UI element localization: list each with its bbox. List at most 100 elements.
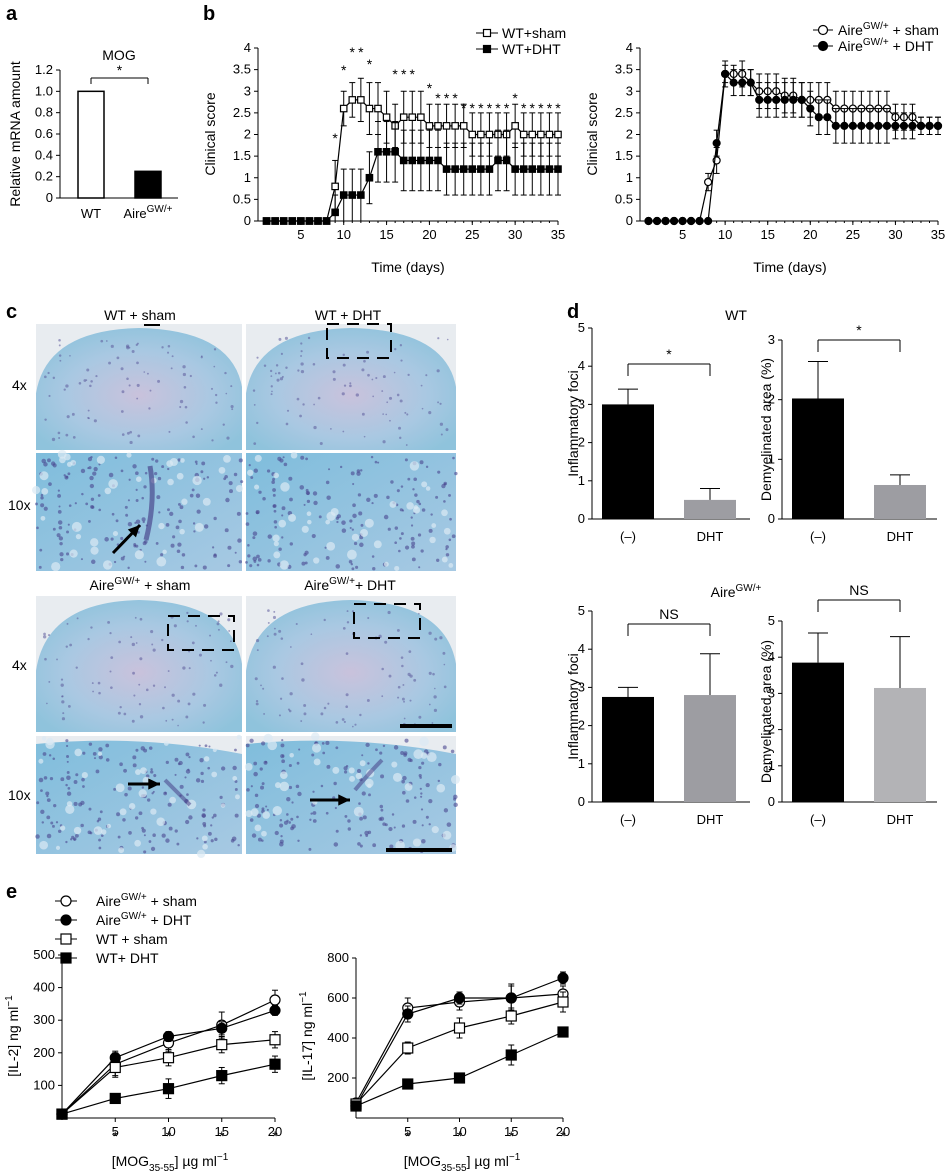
cell-nucleus: [62, 712, 65, 715]
vacuole: [70, 459, 77, 466]
cell-nucleus: [119, 705, 122, 709]
cell-nucleus: [252, 536, 256, 540]
vacuole: [136, 476, 142, 483]
arrow-icon: [111, 523, 142, 555]
cell-nucleus: [252, 531, 258, 536]
cell-nucleus: [219, 683, 223, 687]
cell-nucleus: [388, 826, 393, 832]
cell-nucleus: [400, 656, 404, 659]
cell-nucleus: [156, 495, 161, 500]
cell-nucleus: [274, 525, 277, 529]
cell-nucleus: [386, 495, 390, 500]
cell-nucleus: [371, 378, 374, 381]
cell-nucleus: [98, 747, 103, 752]
vacuole: [179, 528, 185, 535]
data-point: [557, 1026, 569, 1038]
cell-nucleus: [187, 702, 191, 706]
cell-nucleus: [45, 791, 50, 796]
data-point: [374, 104, 382, 113]
cell-nucleus: [203, 703, 207, 707]
y-tick-label: 0: [244, 213, 251, 228]
y-tick-label: 100: [33, 1077, 55, 1092]
cell-nucleus: [68, 504, 72, 507]
cell-nucleus: [339, 465, 343, 469]
cell-nucleus: [370, 455, 374, 459]
cell-nucleus: [323, 618, 326, 622]
cell-nucleus: [341, 520, 346, 525]
vacuole: [441, 556, 448, 563]
cell-nucleus: [74, 833, 79, 838]
sig-star: *: [478, 100, 484, 116]
data-point: [557, 972, 569, 984]
cell-nucleus: [87, 637, 90, 641]
cell-nucleus: [393, 745, 399, 750]
data-point: [505, 1010, 517, 1022]
cell-nucleus: [227, 545, 232, 550]
cell-nucleus: [63, 388, 66, 391]
sig-star: *: [117, 62, 123, 78]
cell-nucleus: [224, 528, 229, 533]
vacuole: [441, 509, 448, 517]
arrow-icon: [310, 794, 350, 806]
cell-nucleus: [443, 500, 446, 503]
cell-nucleus: [66, 791, 72, 796]
data-point: [857, 121, 866, 130]
vacuole: [263, 733, 273, 744]
vacuole: [279, 771, 288, 780]
data-point: [408, 113, 417, 122]
cell-nucleus: [272, 488, 276, 492]
cell-nucleus: [120, 469, 124, 473]
cell-nucleus: [319, 442, 323, 446]
cell-nucleus: [400, 750, 405, 755]
cell-nucleus: [58, 354, 62, 357]
mag-label-4x-bottom: 4x: [12, 657, 27, 673]
sig-star: *: [358, 44, 364, 60]
sig-star: *: [367, 56, 373, 72]
vacuole: [169, 457, 178, 467]
data-point: [704, 216, 713, 226]
y-tick-label: 3: [626, 83, 633, 98]
legend-marker: [817, 40, 829, 52]
cell-nucleus: [123, 555, 126, 558]
cell-nucleus: [98, 838, 101, 842]
cell-nucleus: [57, 509, 62, 514]
y-tick-label: 4: [768, 649, 775, 664]
vacuole: [443, 527, 451, 535]
cell-nucleus: [368, 793, 371, 797]
y-tick-label: 2: [578, 435, 585, 450]
cell-nucleus: [81, 777, 85, 782]
cell-nucleus: [198, 744, 201, 747]
y-tick-label: 1.5: [233, 148, 251, 163]
cell-nucleus: [90, 455, 93, 459]
cell-nucleus: [149, 389, 152, 392]
y-tick-label: 4: [244, 40, 251, 55]
cell-nucleus: [93, 757, 97, 760]
cell-nucleus: [61, 717, 66, 721]
sig-star: *: [350, 44, 356, 60]
vacuole: [409, 461, 420, 471]
cell-nucleus: [425, 782, 430, 788]
vacuole: [40, 515, 46, 521]
cell-nucleus: [98, 508, 102, 512]
cell-nucleus: [120, 410, 124, 413]
cell-nucleus: [132, 671, 135, 675]
cell-nucleus: [261, 807, 265, 811]
cell-nucleus: [306, 491, 310, 496]
data-point: [505, 992, 517, 1004]
cell-nucleus: [201, 461, 206, 466]
cell-nucleus: [396, 393, 400, 397]
vacuole: [301, 525, 309, 533]
d-title-wt: WT: [725, 307, 747, 323]
cell-nucleus: [399, 537, 402, 540]
x-tick-label: 10: [718, 227, 732, 242]
bar: [134, 170, 162, 199]
data-point: [537, 165, 545, 173]
data-point: [297, 217, 305, 225]
cell-nucleus: [421, 407, 424, 410]
data-point: [339, 191, 348, 199]
cell-nucleus: [58, 536, 64, 541]
cell-nucleus: [38, 777, 44, 783]
cell-nucleus: [135, 748, 139, 752]
vacuole: [413, 506, 421, 514]
